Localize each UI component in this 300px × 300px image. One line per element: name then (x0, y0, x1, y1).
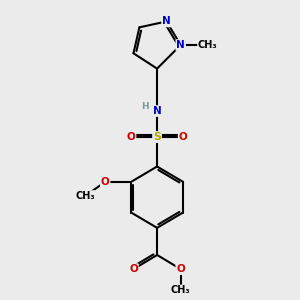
Text: N: N (176, 40, 185, 50)
Text: O: O (127, 132, 136, 142)
Text: O: O (101, 177, 110, 187)
Text: O: O (176, 264, 185, 274)
Text: O: O (178, 132, 188, 142)
Text: O: O (129, 264, 138, 274)
Text: H: H (141, 102, 148, 111)
Text: CH₃: CH₃ (75, 191, 95, 201)
Text: N: N (162, 16, 171, 26)
Text: CH₃: CH₃ (171, 285, 190, 296)
Text: CH₃: CH₃ (198, 40, 218, 50)
Text: S: S (153, 132, 161, 142)
Text: N: N (153, 106, 161, 116)
